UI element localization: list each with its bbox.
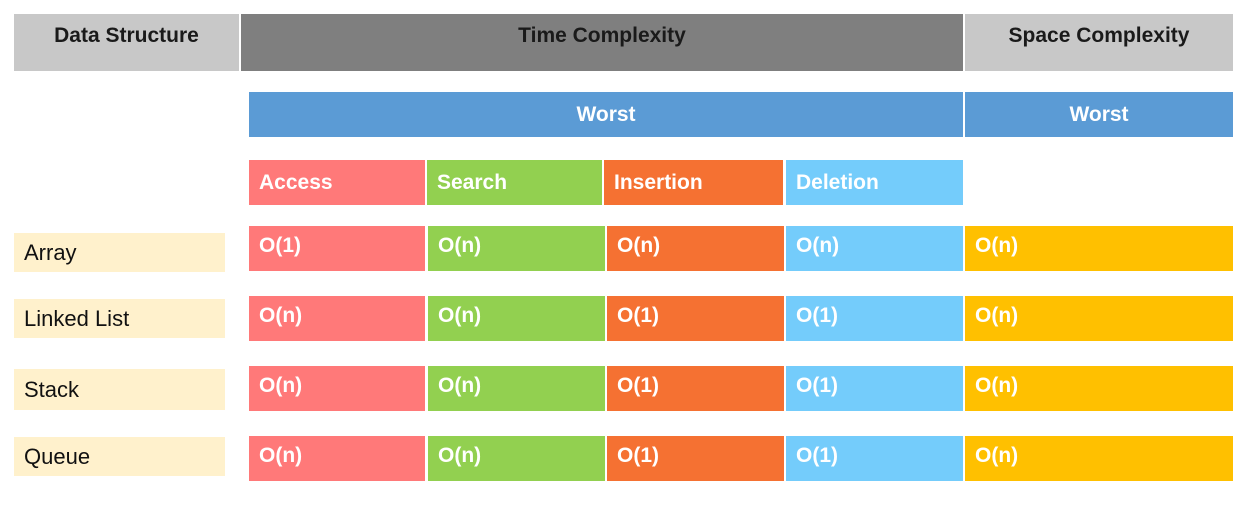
cell-value: O(1) (617, 374, 659, 397)
cell-queue-insertion: O(1) (607, 436, 784, 481)
header-data-structure-label: Data Structure (54, 24, 199, 47)
op-deletion-label: Deletion (796, 170, 879, 194)
cell-stack-insertion: O(1) (607, 366, 784, 411)
cell-value: O(n) (259, 304, 303, 327)
worst-space-label: Worst (1069, 102, 1129, 126)
cell-linked-list-space: O(n) (965, 296, 1233, 341)
cell-value: O(n) (975, 234, 1019, 257)
cell-stack-space: O(n) (965, 366, 1233, 411)
cell-value: O(1) (259, 234, 301, 257)
cell-value: O(1) (796, 304, 838, 327)
header-space-complexity-label: Space Complexity (1008, 24, 1190, 47)
cell-queue-access: O(n) (249, 436, 425, 481)
row-label-queue: Queue (14, 437, 225, 476)
row-label-array: Array (14, 233, 225, 272)
row-label-linked-list: Linked List (14, 299, 225, 338)
cell-stack-search: O(n) (428, 366, 605, 411)
cell-value: O(n) (975, 444, 1019, 467)
op-search-header: Search (427, 160, 602, 205)
cell-array-search: O(n) (428, 226, 605, 271)
cell-array-space: O(n) (965, 226, 1233, 271)
cell-value: O(n) (975, 304, 1019, 327)
cell-value: O(n) (259, 444, 303, 467)
cell-value: O(1) (796, 374, 838, 397)
cell-stack-deletion: O(1) (786, 366, 963, 411)
op-deletion-header: Deletion (786, 160, 963, 205)
cell-value: O(1) (617, 444, 659, 467)
row-label-stack: Stack (14, 369, 225, 410)
row-label-text: Linked List (24, 305, 130, 331)
cell-array-access: O(1) (249, 226, 425, 271)
cell-linked-list-search: O(n) (428, 296, 605, 341)
op-insertion-header: Insertion (604, 160, 783, 205)
worst-time-label: Worst (576, 102, 636, 126)
cell-linked-list-insertion: O(1) (607, 296, 784, 341)
op-insertion-label: Insertion (614, 170, 703, 194)
header-data-structure: Data Structure (14, 14, 239, 71)
cell-value: O(n) (438, 374, 482, 397)
cell-array-insertion: O(n) (607, 226, 784, 271)
cell-value: O(n) (438, 304, 482, 327)
worst-time-header: Worst (249, 92, 963, 137)
op-access-label: Access (259, 170, 333, 194)
cell-linked-list-deletion: O(1) (786, 296, 963, 341)
row-label-text: Array (24, 239, 77, 265)
row-label-text: Queue (24, 443, 91, 469)
cell-value: O(n) (617, 234, 661, 257)
cell-queue-space: O(n) (965, 436, 1233, 481)
cell-linked-list-access: O(n) (249, 296, 425, 341)
cell-stack-access: O(n) (249, 366, 425, 411)
op-search-label: Search (437, 170, 508, 194)
header-time-complexity-label: Time Complexity (518, 24, 686, 47)
cell-value: O(1) (796, 444, 838, 467)
op-access-header: Access (249, 160, 425, 205)
row-label-text: Stack (24, 376, 80, 402)
cell-array-deletion: O(n) (786, 226, 963, 271)
cell-queue-deletion: O(1) (786, 436, 963, 481)
cell-value: O(n) (438, 234, 482, 257)
header-time-complexity: Time Complexity (241, 14, 963, 71)
cell-value: O(1) (617, 304, 659, 327)
cell-queue-search: O(n) (428, 436, 605, 481)
header-space-complexity: Space Complexity (965, 14, 1233, 71)
cell-value: O(n) (438, 444, 482, 467)
cell-value: O(n) (259, 374, 303, 397)
cell-value: O(n) (975, 374, 1019, 397)
worst-space-header: Worst (965, 92, 1233, 137)
cell-value: O(n) (796, 234, 840, 257)
